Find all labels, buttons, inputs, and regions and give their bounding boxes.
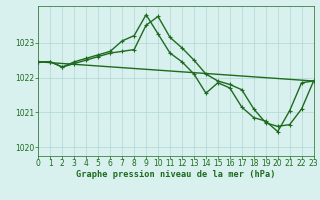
- X-axis label: Graphe pression niveau de la mer (hPa): Graphe pression niveau de la mer (hPa): [76, 170, 276, 179]
